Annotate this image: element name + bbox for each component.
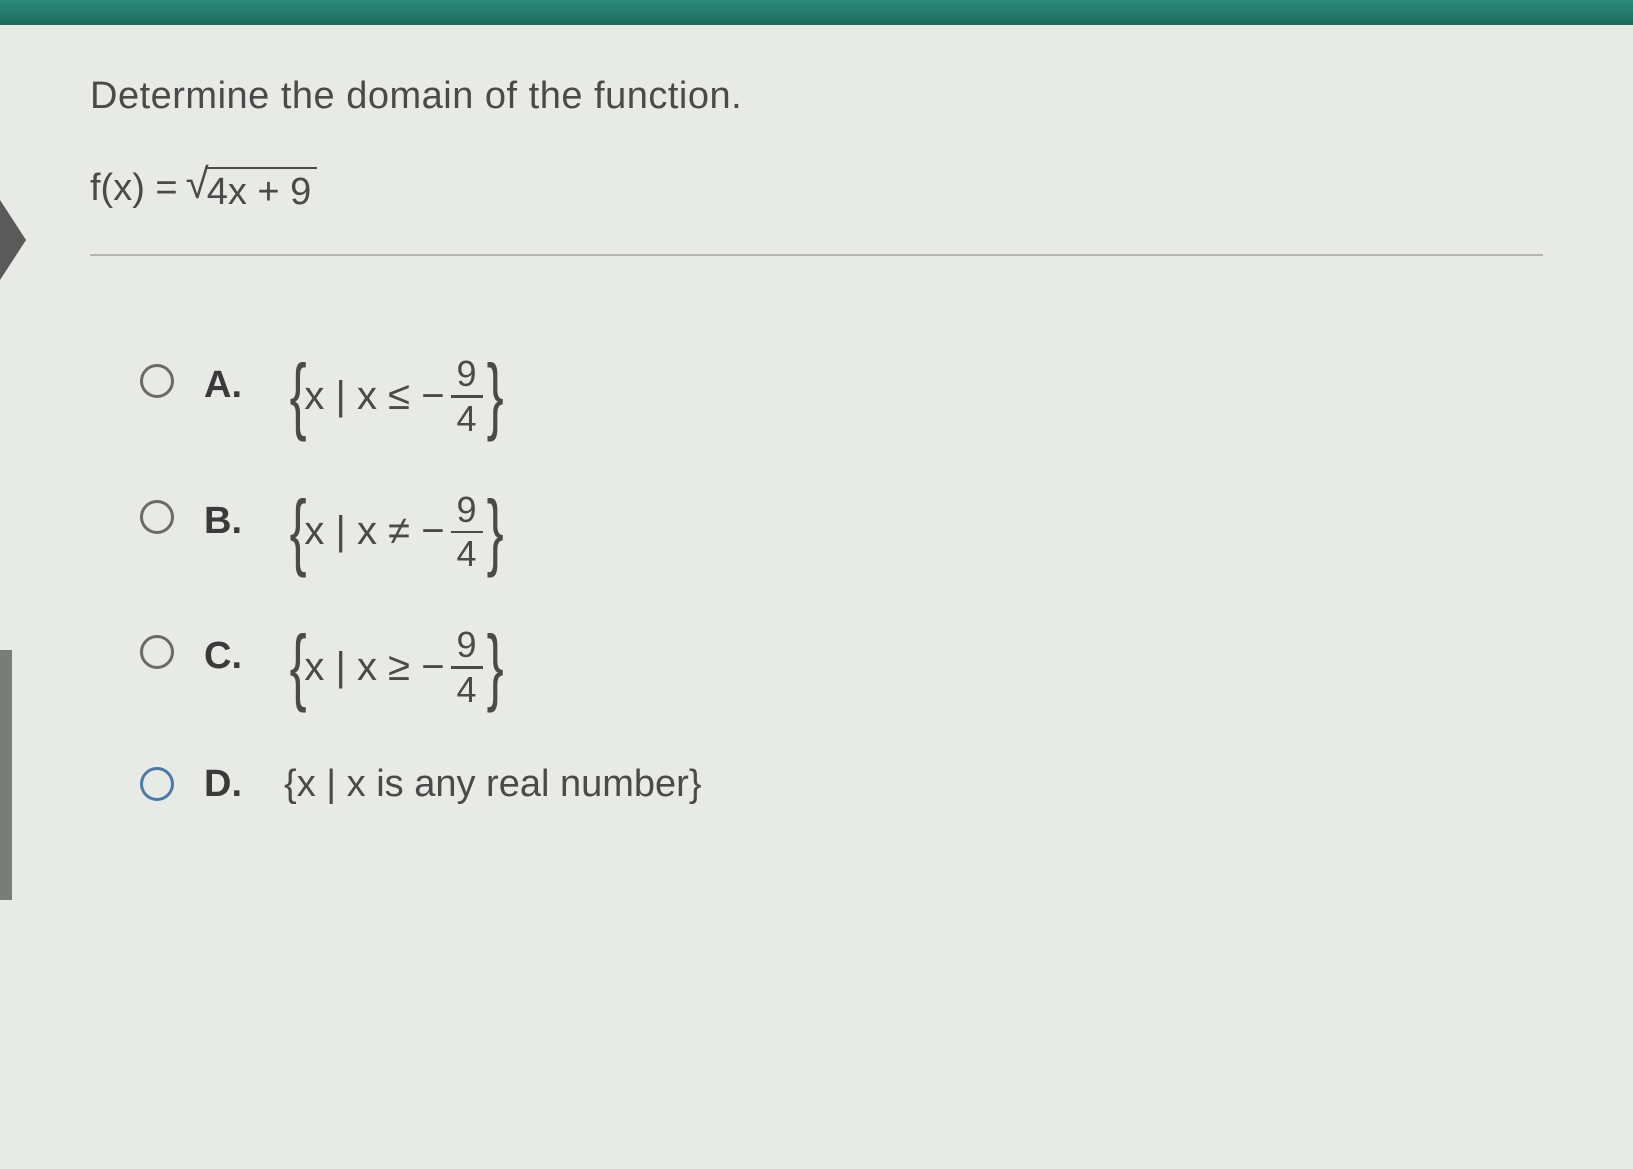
option-b-label: B.	[204, 500, 254, 543]
option-c-fraction: 9 4	[451, 627, 483, 708]
function-lhs: f(x) =	[90, 167, 178, 210]
option-b-numerator: 9	[457, 492, 477, 531]
section-divider	[90, 254, 1543, 256]
left-brace-icon: {	[290, 633, 307, 701]
right-brace-icon: }	[486, 633, 503, 701]
option-a-fraction: 9 4	[451, 356, 483, 437]
option-a-prefix: x | x ≤ −	[304, 374, 444, 419]
option-d-text: {x | x is any real number}	[284, 763, 702, 806]
question-prompt: Determine the domain of the function.	[90, 75, 1543, 118]
answer-options: A. { x | x ≤ − 9 4 } B. {	[90, 356, 1543, 806]
option-c-expression: { x | x ≥ − 9 4 }	[284, 627, 509, 708]
option-a[interactable]: A. { x | x ≤ − 9 4 }	[140, 356, 1543, 437]
sqrt-radicand: 4x + 9	[205, 167, 318, 214]
option-d-label: D.	[204, 763, 254, 806]
right-brace-icon: }	[486, 498, 503, 566]
option-c-set-content: x | x ≥ − 9 4	[304, 627, 488, 708]
option-a-denominator: 4	[457, 398, 477, 437]
left-scroll-indicator	[0, 650, 12, 900]
left-brace-icon: {	[290, 498, 307, 566]
option-a-label: A.	[204, 364, 254, 407]
function-equation: f(x) = √ 4x + 9	[90, 163, 1543, 214]
option-a-set-content: x | x ≤ − 9 4	[304, 356, 488, 437]
right-brace-icon: }	[486, 362, 503, 430]
option-a-expression: { x | x ≤ − 9 4 }	[284, 356, 509, 437]
question-panel: Determine the domain of the function. f(…	[0, 25, 1633, 911]
radio-d[interactable]	[140, 767, 174, 801]
option-c-numerator: 9	[457, 627, 477, 666]
option-b-expression: { x | x ≠ − 9 4 }	[284, 492, 509, 573]
square-root: √ 4x + 9	[186, 163, 318, 214]
radio-a[interactable]	[140, 364, 174, 398]
option-d[interactable]: D. {x | x is any real number}	[140, 763, 1543, 806]
option-b-fraction: 9 4	[451, 492, 483, 573]
option-c[interactable]: C. { x | x ≥ − 9 4 }	[140, 627, 1543, 708]
left-brace-icon: {	[290, 362, 307, 430]
radio-b[interactable]	[140, 500, 174, 534]
option-c-denominator: 4	[457, 669, 477, 708]
option-b[interactable]: B. { x | x ≠ − 9 4 }	[140, 492, 1543, 573]
option-b-set-content: x | x ≠ − 9 4	[304, 492, 488, 573]
option-c-prefix: x | x ≥ −	[304, 645, 444, 690]
window-top-bar	[0, 0, 1633, 25]
option-a-numerator: 9	[457, 356, 477, 395]
radio-c[interactable]	[140, 635, 174, 669]
option-b-prefix: x | x ≠ −	[304, 509, 444, 554]
option-b-denominator: 4	[457, 533, 477, 572]
option-c-label: C.	[204, 635, 254, 678]
